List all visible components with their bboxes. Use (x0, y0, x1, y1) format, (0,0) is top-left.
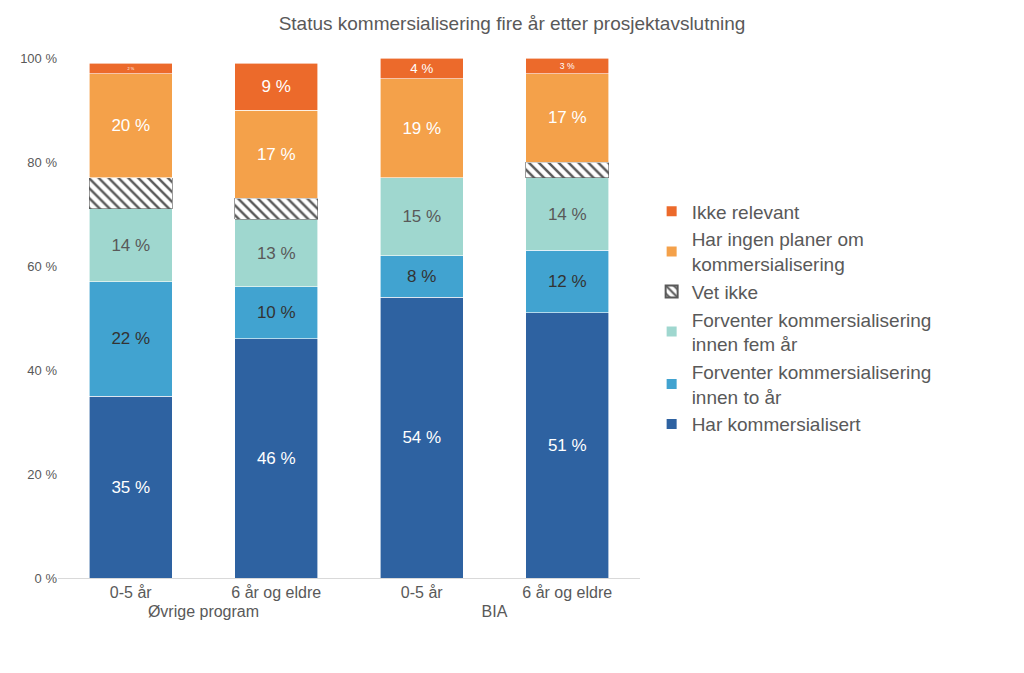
svg-text:20 %: 20 % (111, 116, 150, 135)
svg-text:6 år og eldre: 6 år og eldre (522, 584, 612, 601)
svg-text:Øvrige program: Øvrige program (148, 603, 259, 620)
svg-text:14 %: 14 % (548, 205, 587, 224)
svg-text:Har kommersialisert: Har kommersialisert (692, 414, 862, 435)
svg-text:Status kommersialisering fire: Status kommersialisering fire år etter p… (279, 13, 746, 34)
svg-text:20 %: 20 % (27, 467, 57, 482)
svg-text:15 %: 15 % (402, 207, 441, 226)
svg-text:46 %: 46 % (257, 449, 296, 468)
svg-text:Forventer kommersialiseringinn: Forventer kommersialiseringinnen fem år (692, 310, 932, 356)
svg-text:Vet ikke: Vet ikke (692, 282, 759, 303)
svg-text:Forventer kommersialiseringinn: Forventer kommersialiseringinnen to år (692, 362, 932, 408)
svg-text:80 %: 80 % (27, 155, 57, 170)
svg-text:40 %: 40 % (27, 363, 57, 378)
svg-text:12 %: 12 % (548, 272, 587, 291)
svg-text:22 %: 22 % (111, 329, 150, 348)
svg-text:60 %: 60 % (27, 259, 57, 274)
svg-text:Har ingen planer omkommersiali: Har ingen planer omkommersialisering (692, 229, 864, 275)
svg-text:3 %: 3 % (560, 61, 575, 71)
svg-text:4 %: 4 % (410, 61, 433, 76)
svg-text:2 %: 2 % (127, 66, 134, 71)
svg-text:100 %: 100 % (20, 51, 57, 66)
svg-text:10 %: 10 % (257, 303, 296, 322)
svg-text:0 %: 0 % (35, 571, 58, 586)
svg-text:13 %: 13 % (257, 244, 296, 263)
svg-text:14 %: 14 % (111, 236, 150, 255)
svg-text:Ikke relevant: Ikke relevant (692, 202, 800, 223)
svg-text:17 %: 17 % (548, 108, 587, 127)
svg-text:19 %: 19 % (402, 119, 441, 138)
svg-text:54 %: 54 % (402, 428, 441, 447)
svg-text:51 %: 51 % (548, 436, 587, 455)
svg-text:35 %: 35 % (111, 478, 150, 497)
svg-text:6 år og eldre: 6 år og eldre (231, 584, 321, 601)
svg-text:0-5 år: 0-5 år (110, 584, 152, 601)
svg-text:9 %: 9 % (262, 77, 291, 96)
svg-text:0-5 år: 0-5 år (401, 584, 443, 601)
svg-text:17 %: 17 % (257, 145, 296, 164)
svg-text:BIA: BIA (482, 603, 508, 620)
svg-text:8 %: 8 % (407, 267, 436, 286)
